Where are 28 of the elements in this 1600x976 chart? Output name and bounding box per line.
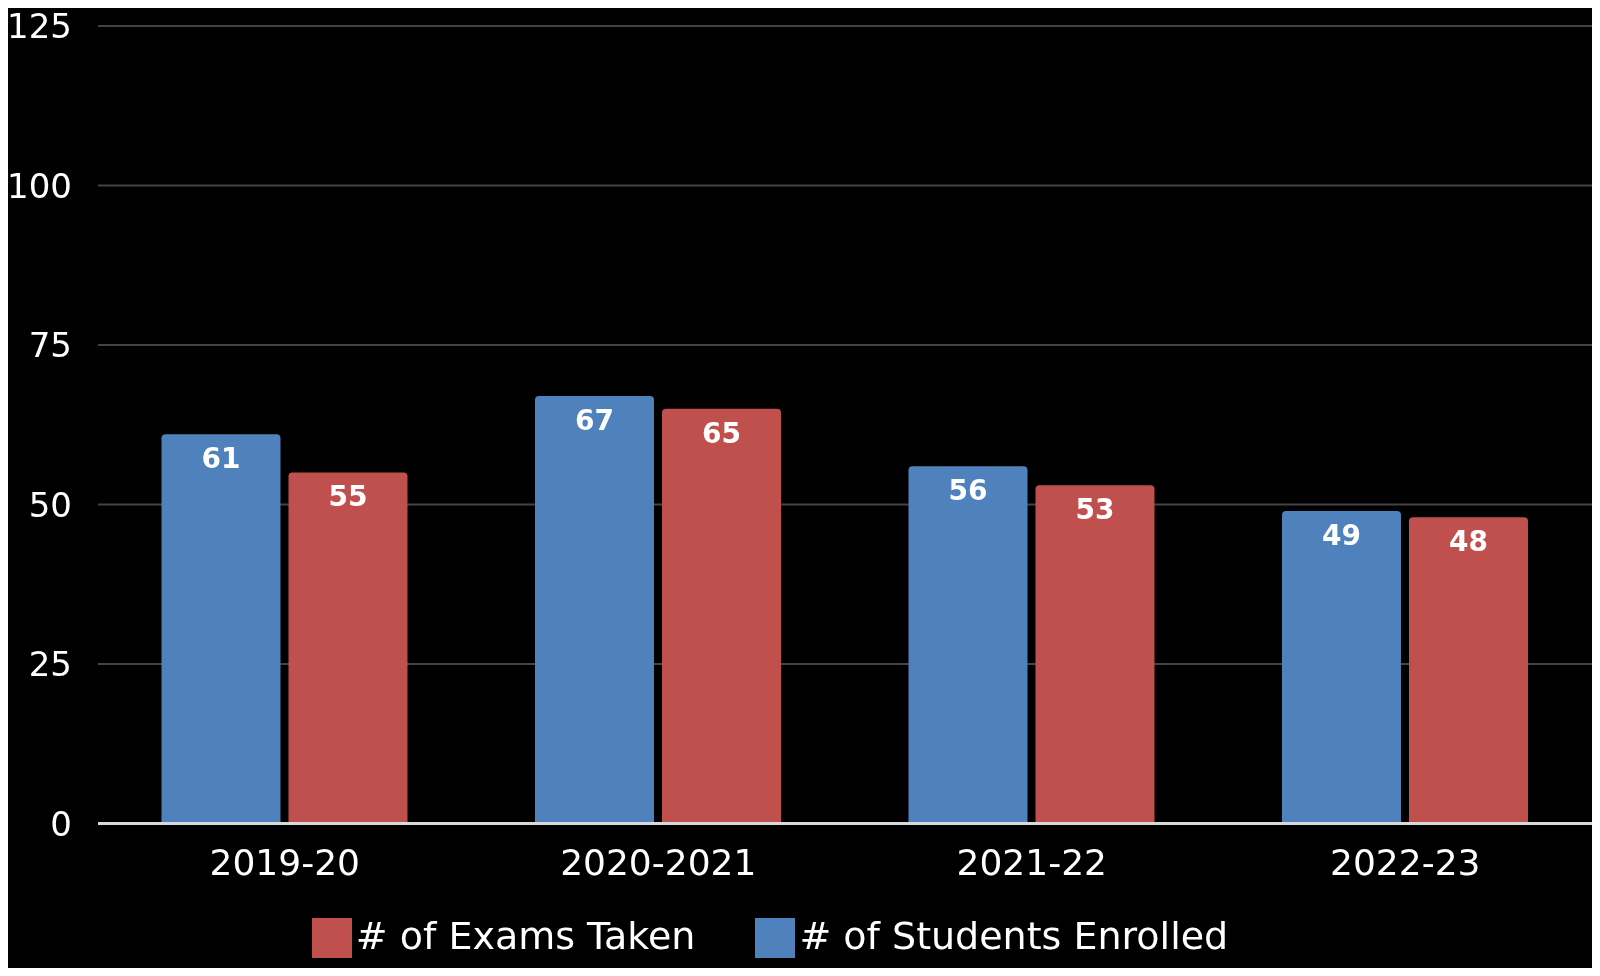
x-tick-label: 2021-22 xyxy=(956,842,1107,884)
bar xyxy=(662,408,781,824)
data-label: 53 xyxy=(1075,493,1115,527)
legend-label: # of Students Enrolled xyxy=(799,913,1229,958)
bar xyxy=(1409,517,1528,824)
bar xyxy=(1035,485,1155,824)
data-label: 48 xyxy=(1449,525,1488,559)
y-tick-label: 100 xyxy=(7,165,72,206)
data-label: 61 xyxy=(201,442,241,476)
bar xyxy=(288,472,408,824)
legend-label: # of Exams Taken xyxy=(355,913,696,958)
data-label: 55 xyxy=(328,480,368,514)
y-tick-label: 0 xyxy=(50,803,72,844)
x-tick-label: 2019-20 xyxy=(209,842,360,884)
data-label: 65 xyxy=(702,416,741,450)
x-tick-label: 2022-23 xyxy=(1330,842,1481,884)
x-tick-label: 2020-2021 xyxy=(560,842,757,884)
y-tick-label: 75 xyxy=(28,325,72,366)
bar xyxy=(161,434,281,824)
y-tick-label: 25 xyxy=(28,644,72,685)
y-tick-label: 50 xyxy=(28,484,72,525)
bar xyxy=(535,396,654,824)
data-label: 49 xyxy=(1322,518,1361,552)
bar xyxy=(908,466,1028,824)
data-label: 67 xyxy=(575,403,614,437)
bar xyxy=(1281,510,1401,824)
y-tick-label: 125 xyxy=(7,6,72,47)
data-label: 56 xyxy=(948,474,988,508)
